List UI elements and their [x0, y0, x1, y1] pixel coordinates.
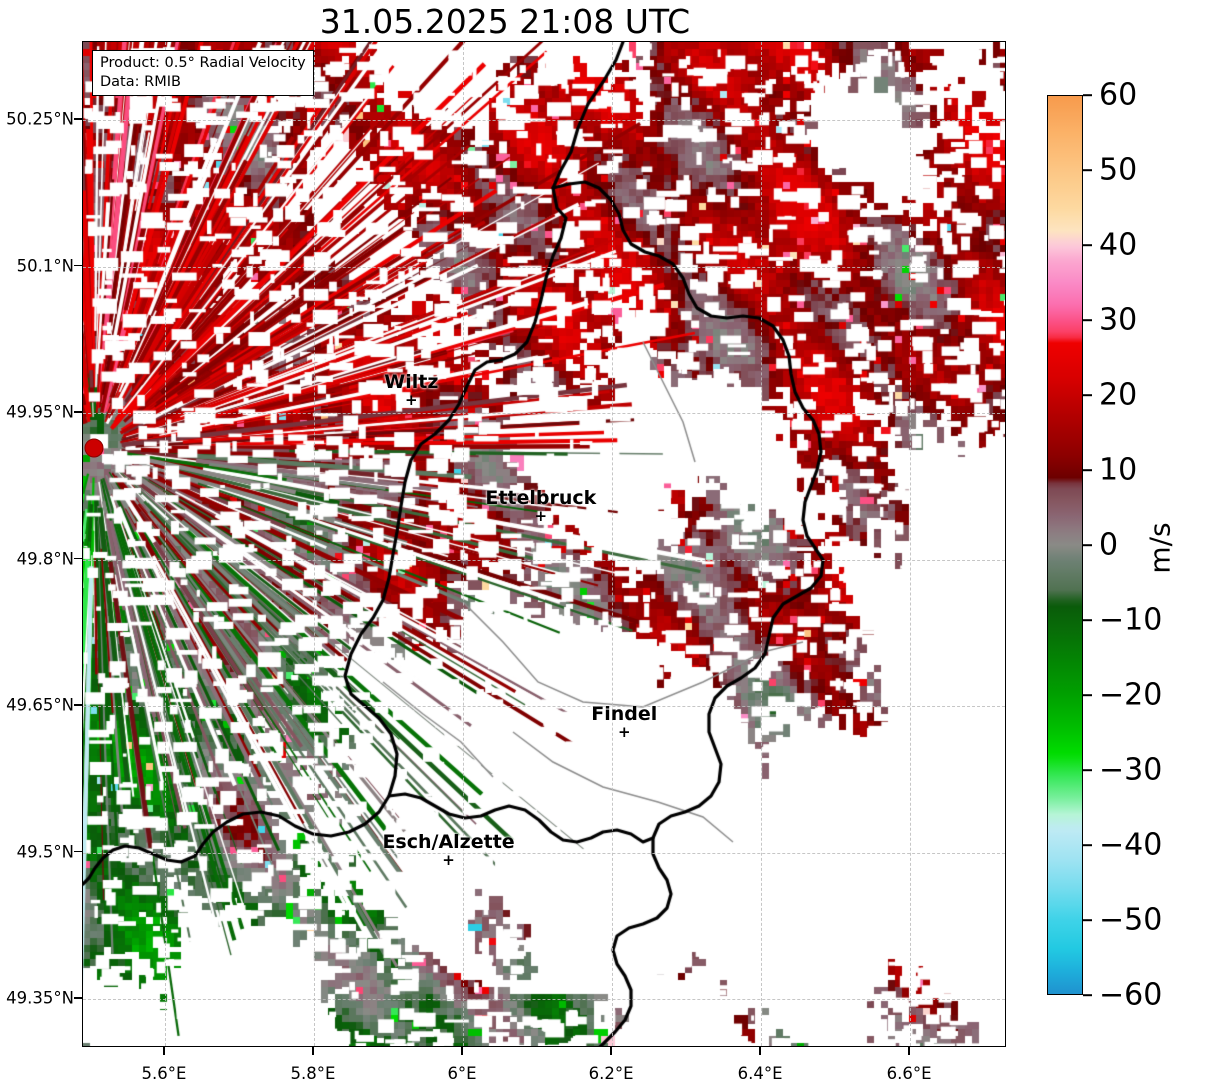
colorbar-tick-label: −20: [1099, 677, 1163, 713]
colorbar-tick-mark: [1083, 394, 1092, 396]
colorbar-tick-label: −30: [1099, 752, 1163, 788]
longitude-tick-mark: [163, 1047, 165, 1055]
city-marker-icon: +: [617, 723, 631, 742]
latitude-tick-label: 50.25°N: [6, 109, 74, 129]
city-label-esch-alzette: Esch/Alzette +: [382, 830, 515, 869]
colorbar-tick-label: −40: [1099, 827, 1163, 863]
longitude-tick-label: 6.4°E: [737, 1064, 783, 1083]
colorbar-unit-label: m/s: [1143, 522, 1177, 574]
colorbar-tick-label: −50: [1099, 902, 1163, 938]
latitude-tick-mark: [74, 264, 82, 267]
longitude-axis: 5.6°E 5.8°E 6°E 6.2°E 6.4°E 6.6°E: [0, 1047, 1010, 1083]
latitude-tick-mark: [74, 850, 82, 853]
latitude-tick-mark: [74, 118, 82, 120]
colorbar-ticks: 60 50 40 30 20 10 0 −10 −20 −30 −40 −50 −60: [1083, 0, 1207, 1081]
colorbar-tick-mark: [1083, 169, 1092, 171]
longitude-tick-mark: [759, 1047, 761, 1055]
latitude-tick-mark: [74, 411, 82, 413]
colorbar-tick-mark: [1083, 919, 1092, 921]
city-marker-icon: +: [442, 850, 455, 869]
colorbar-tick-mark: [1083, 244, 1092, 246]
latitude-tick-label: 50.1°N: [16, 256, 74, 276]
latitude-tick-label: 49.35°N: [6, 988, 74, 1008]
city-marker-icon: +: [405, 390, 418, 409]
longitude-tick-mark: [461, 1047, 463, 1055]
colorbar-tick-mark: [1083, 319, 1092, 321]
latitude-tick-label: 49.8°N: [16, 549, 74, 569]
colorbar-tick-mark: [1083, 619, 1092, 621]
latitude-tick-mark: [74, 557, 82, 560]
city-name: Wiltz: [384, 370, 439, 393]
colorbar-tick-label: 10: [1099, 452, 1138, 488]
product-label: Product: 0.5° Radial Velocity: [100, 55, 306, 71]
colorbar-tick-mark: [1083, 469, 1092, 471]
city-label-ettelbruck: Ettelbruck +: [485, 489, 596, 524]
city-name: Ettelbruck: [485, 487, 597, 510]
longitude-tick-mark: [312, 1047, 314, 1055]
colorbar-tick-mark: [1083, 94, 1092, 96]
latitude-tick-label: 49.95°N: [6, 402, 74, 422]
colorbar-tick-mark: [1083, 769, 1092, 771]
colorbar-tick-label: 30: [1099, 302, 1138, 338]
longitude-tick-label: 5.6°E: [141, 1064, 187, 1083]
colorbar-tick-label: 60: [1099, 77, 1138, 113]
longitude-tick-mark: [908, 1047, 910, 1055]
colorbar-tick-label: −10: [1099, 602, 1163, 638]
longitude-tick-label: 5.8°E: [290, 1064, 336, 1083]
colorbar-tick-mark: [1083, 544, 1092, 546]
colorbar-tick-label: 40: [1099, 227, 1138, 263]
colorbar-tick-mark: [1083, 844, 1092, 846]
velocity-colorbar[interactable]: [1047, 95, 1083, 995]
city-name: Findel: [591, 703, 658, 726]
city-label-findel: Findel +: [591, 705, 657, 740]
latitude-tick-label: 49.5°N: [16, 842, 74, 862]
colorbar-tick-mark: [1083, 994, 1092, 996]
latitude-tick-mark: [74, 997, 82, 999]
city-name: Esch/Alzette: [382, 830, 515, 853]
latitude-tick-mark: [74, 704, 82, 706]
data-source-label: Data: RMIB: [100, 73, 181, 90]
colorbar-tick-mark: [1083, 694, 1092, 696]
product-info-box: Product: 0.5° Radial Velocity Data: RMIB: [92, 50, 314, 97]
colorbar-tick-label: 20: [1099, 377, 1138, 413]
radar-site-marker-icon: [84, 438, 104, 458]
latitude-tick-label: 49.65°N: [6, 695, 74, 715]
city-marker-icon: +: [534, 507, 548, 526]
longitude-tick-label: 6.2°E: [588, 1064, 634, 1083]
colorbar-tick-label: 50: [1099, 152, 1138, 188]
map-plot-area[interactable]: Product: 0.5° Radial Velocity Data: RMIB…: [82, 41, 1006, 1047]
colorbar-tick-label: −60: [1099, 977, 1163, 1013]
longitude-tick-mark: [610, 1047, 612, 1055]
longitude-tick-label: 6.6°E: [886, 1064, 932, 1083]
longitude-tick-label: 6°E: [447, 1064, 477, 1083]
colorbar-tick-label: 0: [1099, 527, 1119, 563]
latitude-axis: 50.25°N 50.1°N 49.95°N 49.8°N 49.65°N 49.5°N 4…: [0, 0, 82, 1081]
city-label-wiltz: Wiltz +: [384, 370, 439, 409]
radar-raster: [83, 42, 1005, 1046]
page-title: 31.05.2025 21:08 UTC: [319, 2, 691, 41]
